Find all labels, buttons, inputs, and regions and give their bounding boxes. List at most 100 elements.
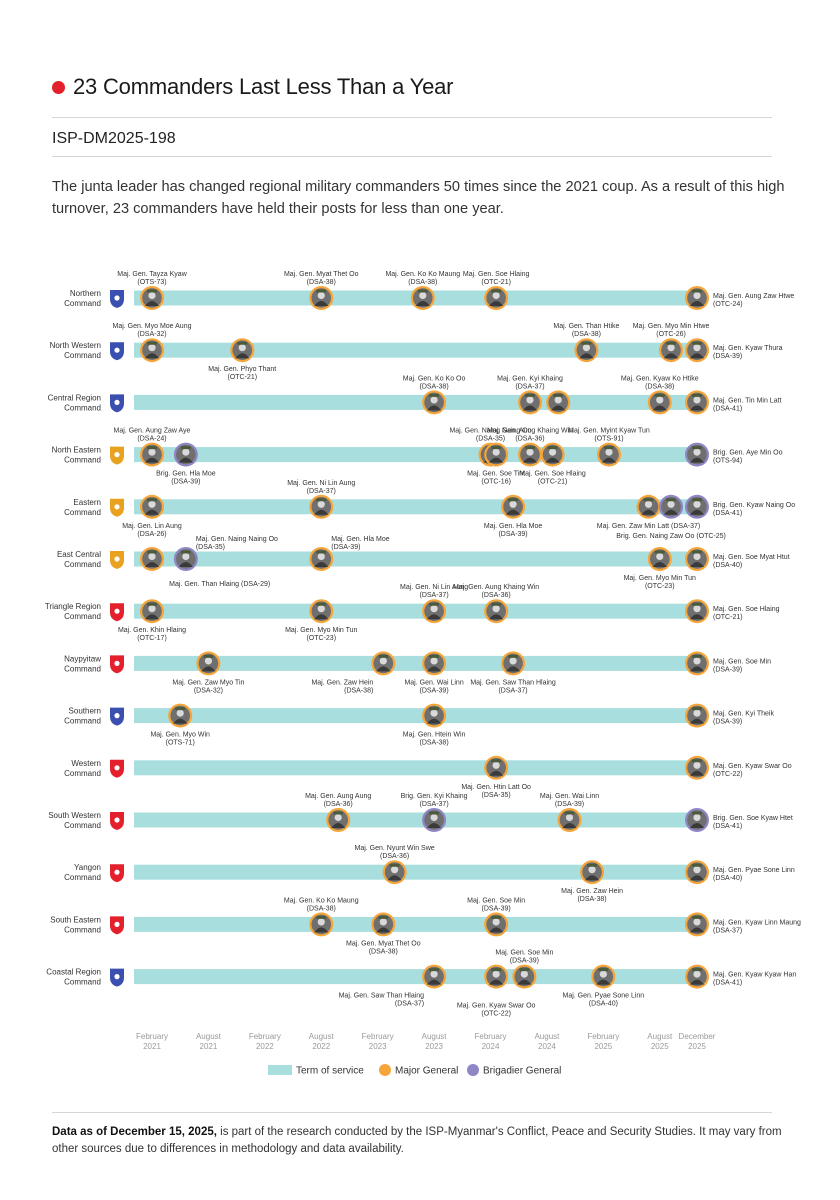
commander-code-label: (OTS-73) bbox=[137, 279, 166, 286]
commander-code-label: (DSA-40) bbox=[713, 562, 742, 569]
command-name: Command bbox=[64, 717, 101, 726]
portrait-head bbox=[238, 344, 246, 352]
commander-code-label: (DSA-26) bbox=[137, 531, 166, 538]
commander-name-label: Maj. Gen. Phyo Thant bbox=[208, 366, 276, 373]
portrait-head bbox=[430, 605, 438, 613]
commander-portrait bbox=[371, 912, 396, 937]
commander-code-label: (DSA-41) bbox=[713, 823, 742, 830]
portrait-cap bbox=[587, 863, 598, 867]
portrait-uniform bbox=[145, 353, 159, 359]
legend-item-bar bbox=[268, 1065, 292, 1075]
portrait-cap bbox=[378, 915, 389, 919]
commander-name-label: Maj. Gen. Kyi Theik bbox=[713, 711, 774, 718]
portrait-cap bbox=[429, 393, 440, 397]
commander-code-label: (DSA-35) bbox=[476, 436, 505, 443]
portrait-cap bbox=[147, 550, 157, 554]
command-emblem-icon bbox=[110, 603, 124, 622]
x-tick-label: August bbox=[647, 1032, 673, 1041]
portrait-uniform bbox=[690, 927, 704, 933]
term-bar bbox=[134, 603, 697, 619]
portrait-cap bbox=[491, 968, 502, 972]
portrait-head bbox=[509, 500, 517, 508]
portrait-uniform bbox=[596, 979, 611, 985]
portrait-cap bbox=[491, 602, 502, 606]
commander-portrait bbox=[501, 651, 526, 676]
commander-name-label: Maj. Gen. Soe Min bbox=[495, 950, 553, 957]
portrait-uniform bbox=[489, 770, 504, 776]
description: The junta leader has changed regional mi… bbox=[52, 179, 785, 217]
legend-swatch bbox=[268, 1065, 292, 1075]
commander-code-label: (DSA-37) bbox=[515, 383, 544, 390]
portrait-cap bbox=[237, 341, 248, 345]
commander-code-label: (DSA-37) bbox=[713, 927, 742, 934]
portrait-head bbox=[492, 761, 500, 769]
command-emblem-icon bbox=[110, 498, 124, 517]
commander-portrait bbox=[371, 651, 396, 676]
portrait-head bbox=[693, 918, 701, 926]
commander-portrait bbox=[484, 755, 509, 780]
emblem-star bbox=[114, 556, 120, 562]
portrait-cap bbox=[692, 968, 702, 972]
commander-name-label: Brig. Gen. Kyi Khaing bbox=[401, 793, 468, 800]
commander-portrait bbox=[636, 494, 661, 519]
commander-name-label: Brig. Gen. Aye Min Oo bbox=[713, 450, 783, 457]
portrait-head bbox=[644, 500, 653, 508]
commander-name-label: Maj. Gen. Myo Min Tun bbox=[285, 627, 357, 634]
commander-portrait bbox=[557, 808, 582, 832]
portrait-head bbox=[148, 605, 156, 613]
commander-portrait bbox=[484, 286, 509, 310]
portrait-uniform bbox=[690, 979, 704, 985]
commander-code-label: (DSA-39) bbox=[419, 687, 448, 694]
portrait-uniform bbox=[690, 823, 704, 828]
command-name: Command bbox=[64, 612, 101, 621]
commander-code-label: (DSA-38) bbox=[307, 905, 336, 912]
commander-name-label: Maj. Gen. Ko Ko Oo bbox=[403, 375, 466, 382]
commander-code-label: (DSA-32) bbox=[194, 687, 223, 694]
commander-portrait bbox=[518, 442, 543, 467]
commander-portrait bbox=[501, 494, 526, 519]
portrait-head bbox=[148, 552, 156, 561]
portrait-uniform bbox=[690, 353, 704, 359]
portrait-cap bbox=[429, 707, 440, 711]
portrait-cap bbox=[147, 446, 157, 450]
portrait-head bbox=[693, 344, 701, 352]
command-name: Command bbox=[64, 299, 101, 308]
term-bar bbox=[134, 499, 697, 515]
portrait-uniform bbox=[178, 562, 193, 567]
commander-name-label: Maj. Gen. Myo Win bbox=[150, 732, 210, 739]
portrait-head bbox=[656, 552, 664, 561]
portrait-cap bbox=[147, 341, 157, 345]
emblem-star bbox=[114, 974, 120, 980]
commander-portrait bbox=[685, 651, 709, 676]
portrait-head bbox=[667, 344, 675, 352]
page-title: 23 Commanders Last Less Than a Year bbox=[73, 74, 454, 99]
portrait-cap bbox=[692, 811, 702, 815]
commander-code-label: (DSA-39) bbox=[482, 905, 511, 912]
portrait-head bbox=[693, 552, 701, 561]
emblem-star bbox=[114, 713, 120, 719]
commander-name-label: Maj. Gen. Ni Lin Aung bbox=[400, 584, 468, 591]
portrait-head bbox=[204, 657, 213, 665]
commander-name-label: Maj. Gen. Naing Naing Oo bbox=[196, 536, 278, 543]
portrait-cap bbox=[654, 393, 665, 397]
commander-portrait bbox=[309, 912, 334, 937]
portrait-cap bbox=[491, 289, 502, 293]
portrait-cap bbox=[692, 341, 702, 345]
portrait-uniform bbox=[506, 666, 521, 672]
x-tick-label: 2025 bbox=[688, 1042, 706, 1051]
commander-name-label: Maj. Gen. Zaw Min Latt (DSA-37) bbox=[597, 523, 700, 530]
command-name: Northern bbox=[70, 289, 101, 298]
commander-code-label: (DSA-37) bbox=[307, 488, 336, 495]
commander-name-label: Maj. Gen. Wai Linn bbox=[404, 679, 463, 686]
portrait-head bbox=[693, 709, 701, 717]
commander-name-label: Maj. Gen. Kyaw Linn Maung bbox=[713, 919, 801, 926]
commander-code-label: (OTC-21) bbox=[713, 614, 743, 621]
portrait-uniform bbox=[601, 457, 616, 463]
portrait-head bbox=[176, 709, 184, 717]
command-name: Yangon bbox=[74, 863, 101, 872]
portrait-head bbox=[182, 448, 190, 456]
commander-portrait bbox=[685, 494, 709, 519]
command-emblem-icon bbox=[110, 342, 124, 361]
command-name: South Western bbox=[48, 811, 101, 820]
